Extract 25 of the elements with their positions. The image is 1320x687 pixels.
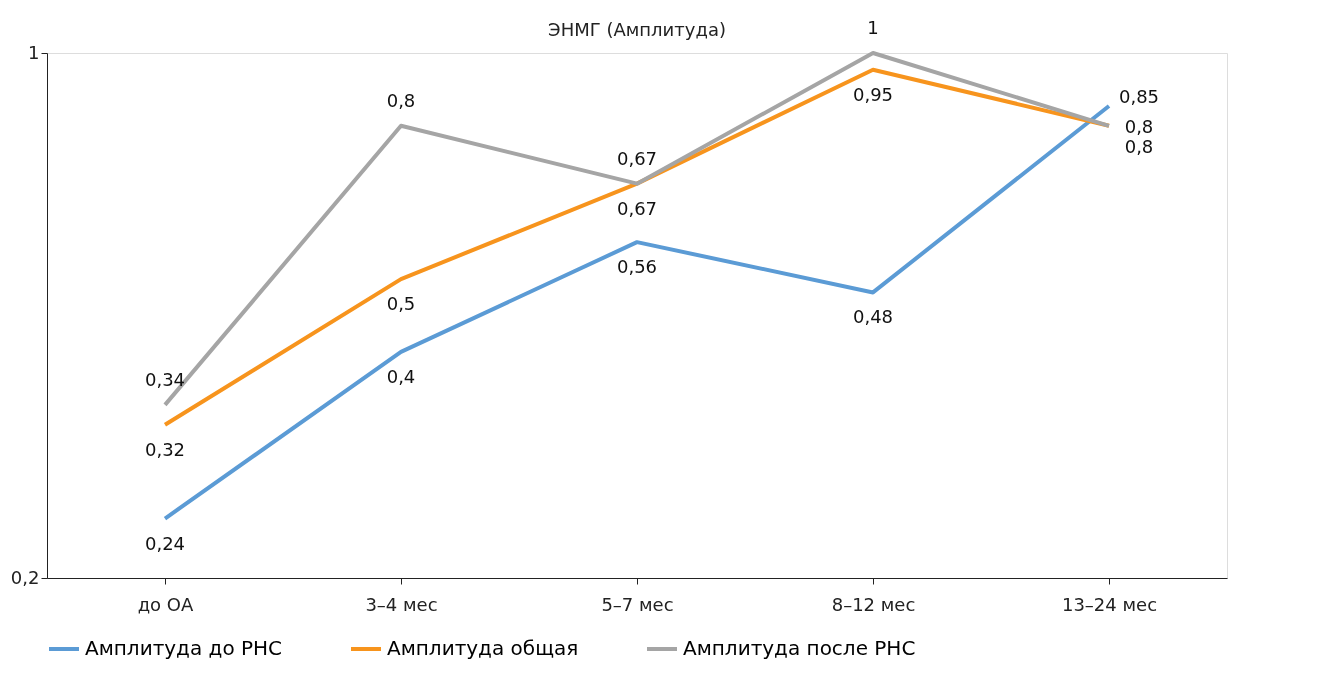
data-label: 0,56 — [616, 256, 658, 278]
y-tick-label: 0,2 — [10, 566, 40, 588]
data-label: 0,32 — [144, 438, 186, 460]
x-tick-label: 3–4 мес — [365, 593, 438, 615]
data-label: 0,67 — [616, 197, 658, 219]
data-label: 0,8 — [386, 89, 416, 111]
x-tick-label: до ОА — [137, 593, 195, 615]
data-label: 0,8 — [1124, 135, 1154, 157]
data-label: 0,34 — [144, 368, 186, 390]
data-label: 0,5 — [386, 293, 416, 315]
data-label: 0,95 — [852, 83, 894, 105]
data-label: 0,8 — [1124, 115, 1154, 137]
legend-label: Амплитуда после РНС — [683, 636, 916, 660]
data-label: 0,85 — [1118, 86, 1160, 108]
chart-title: ЭНМГ (Амплитуда) — [548, 19, 726, 40]
legend-label: Амплитуда до РНС — [85, 636, 283, 660]
legend-label: Амплитуда общая — [387, 636, 579, 660]
data-label: 1 — [867, 17, 879, 38]
x-tick-label: 5–7 мес — [601, 593, 674, 615]
data-label: 0,48 — [852, 306, 894, 328]
x-tick-label: 8–12 мес — [831, 593, 916, 615]
data-label: 0,24 — [144, 532, 186, 554]
data-label: 0,67 — [616, 147, 658, 169]
data-label: 0,4 — [386, 365, 416, 387]
x-tick-label: 13–24 мес — [1061, 593, 1158, 615]
